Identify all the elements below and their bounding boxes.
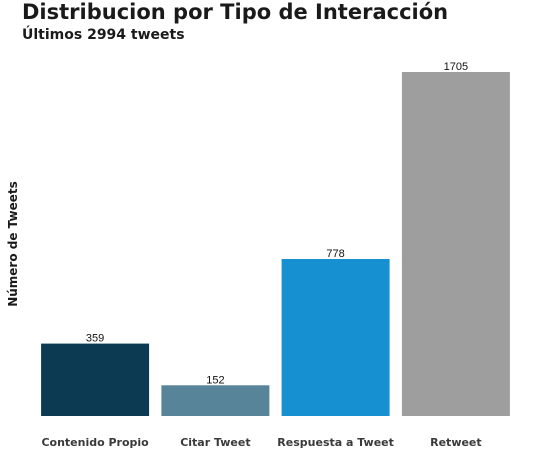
bar-respuesta-a-tweet — [281, 259, 390, 416]
data-label: 1705 — [444, 61, 468, 73]
x-tick-label: Citar Tweet — [180, 436, 250, 449]
x-tick-label: Respuesta a Tweet — [277, 436, 394, 449]
data-labels-group: 359 152 778 1705 — [86, 61, 468, 386]
bar-retweet — [401, 72, 510, 416]
data-label: 359 — [86, 333, 104, 345]
chart-subtitle: Últimos 2994 tweets — [22, 27, 185, 43]
x-tick-label: Contenido Propio — [41, 436, 149, 449]
data-label: 152 — [206, 374, 224, 386]
x-tick-labels-group: Contenido Propio Citar Tweet Respuesta a T… — [41, 436, 481, 449]
bars-group — [41, 72, 510, 416]
chart-title: Distribucion por Tipo de Interacción — [22, 0, 449, 24]
x-tick-label: Retweet — [430, 436, 482, 449]
bar-citar-tweet — [161, 385, 270, 416]
data-label: 778 — [326, 248, 344, 260]
bar-contenido-propio — [41, 343, 150, 416]
